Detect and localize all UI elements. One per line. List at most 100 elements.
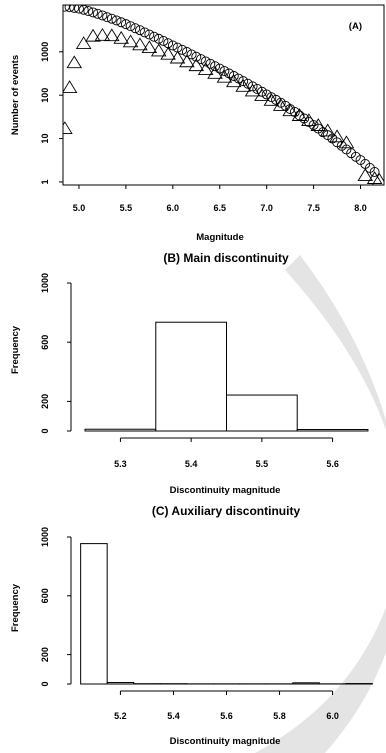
triangle-point: [357, 168, 374, 182]
triangle-point: [338, 135, 355, 149]
triangle-point: [188, 58, 205, 72]
triangle-point: [226, 74, 242, 88]
triangle-point: [371, 172, 384, 185]
panel-a-x-tick-label: 7.5: [307, 203, 320, 213]
panel-c-xlabel: Discontinuity magnitude: [170, 736, 281, 747]
triangle-point: [282, 103, 298, 117]
panel-c-title: (C) Auxiliary discontinuity: [152, 504, 301, 518]
panel-a-x-tick-label: 7.0: [260, 203, 273, 213]
circle-point: [120, 19, 131, 30]
panel-a-marks: [63, 5, 384, 185]
panel-b-x-tick-label: 5.3: [114, 459, 127, 469]
circle-point: [158, 35, 169, 46]
circle-point: [74, 5, 84, 14]
panel-b: (B) Main discontinuity Discontinuity mag…: [10, 251, 369, 496]
circle-point: [139, 27, 150, 38]
panel-c-y-tick-label: 600: [40, 588, 50, 603]
panel-b-x-tick-label: 5.5: [256, 459, 269, 469]
panel-c-ylabel: Frequency: [10, 583, 21, 632]
triangle-point: [63, 80, 78, 93]
panel-a-x-tick-label: 8.0: [354, 203, 367, 213]
triangle-point: [179, 54, 195, 68]
panel-c-histogram-bar: [106, 682, 135, 685]
panel-b-histogram-bar: [296, 429, 369, 432]
panel-c-x-tick-label: 5.2: [114, 711, 127, 721]
triangle-point: [113, 30, 129, 44]
triangle-point: [207, 65, 223, 79]
circle-point: [186, 49, 197, 60]
panel-b-histogram-bar: [226, 394, 298, 432]
circle-point: [78, 5, 89, 15]
triangle-point: [104, 28, 120, 42]
triangle-point: [291, 108, 308, 121]
circle-point: [153, 33, 164, 44]
circle-point: [64, 5, 75, 13]
panel-b-ylabel: Frequency: [10, 325, 21, 374]
panel-b-y-tick-label: 200: [40, 394, 50, 409]
triangle-point: [319, 123, 336, 137]
circle-point: [149, 31, 159, 42]
triangle-point: [169, 50, 186, 64]
triangle-point: [329, 129, 345, 143]
panel-a-y-tick-label: 1000: [40, 42, 50, 62]
triangle-point: [122, 34, 139, 48]
triangle-point: [244, 83, 261, 97]
panel-b-xlabel: Discontinuity magnitude: [170, 485, 281, 496]
panel-c-histogram-bar: [292, 682, 320, 685]
panel-a-x-tick-label: 5.0: [73, 203, 86, 213]
panel-a-xlabel: Magnitude: [196, 232, 244, 243]
panel-a-label: (A): [349, 21, 362, 32]
circle-point: [125, 21, 136, 32]
panel-c-x-tick-label: 5.4: [167, 711, 180, 721]
triangle-point: [197, 62, 214, 75]
circle-point: [369, 166, 380, 177]
triangle-point: [63, 121, 73, 135]
panel-c-y-tick-label: 1000: [40, 527, 50, 547]
triangle-point: [94, 27, 111, 41]
triangle-point: [366, 171, 383, 184]
panel-b-x-tick-label: 5.6: [326, 459, 339, 469]
panel-a-y-tick-label: 10: [40, 134, 50, 144]
panel-b-y-tick-label: 1000: [40, 273, 50, 293]
circle-point: [116, 17, 127, 28]
triangle-point: [301, 113, 317, 127]
circle-point: [106, 13, 117, 24]
panel-a-ylabel: Number of events: [10, 55, 21, 135]
panel-a-y-tick-label: 100: [40, 88, 50, 103]
circle-point: [214, 63, 225, 74]
panel-a-x-tick-label: 6.5: [213, 203, 226, 213]
circle-point: [63, 5, 70, 12]
circle-point: [92, 8, 103, 19]
triangle-point: [254, 88, 270, 102]
panel-b-title: (B) Main discontinuity: [163, 251, 289, 265]
triangle-point: [66, 55, 83, 69]
circle-point: [135, 25, 145, 36]
panel-c-histogram-bar: [80, 543, 108, 685]
circle-point: [191, 51, 202, 62]
circle-point: [210, 61, 221, 72]
triangle-point: [132, 37, 148, 51]
circle-point: [69, 5, 80, 13]
triangle-point: [75, 36, 92, 50]
circle-point: [130, 23, 141, 34]
triangle-point: [160, 46, 176, 60]
panel-c-x-tick-label: 5.6: [220, 711, 233, 721]
circle-point: [318, 127, 328, 138]
circle-point: [228, 71, 239, 81]
circle-point: [102, 12, 113, 23]
triangle-point: [85, 28, 101, 42]
panel-a-x-tick-label: 5.5: [120, 203, 133, 213]
triangle-point: [141, 40, 158, 54]
triangle-point: [235, 78, 252, 92]
panel-a-y-tick-label: 1: [40, 179, 50, 184]
circle-point: [238, 76, 249, 87]
circle-point: [97, 10, 108, 21]
panel-b-histogram-bar: [84, 428, 157, 432]
panel-b-histogram-bar: [155, 321, 228, 432]
panel-a-x-tick-label: 6.0: [167, 203, 180, 213]
panel-c-y-tick-label: 0: [40, 681, 50, 686]
panel-c-y-tick-label: 200: [40, 647, 50, 662]
circle-point: [200, 56, 211, 67]
panel-b-x-tick-label: 5.4: [185, 459, 198, 469]
